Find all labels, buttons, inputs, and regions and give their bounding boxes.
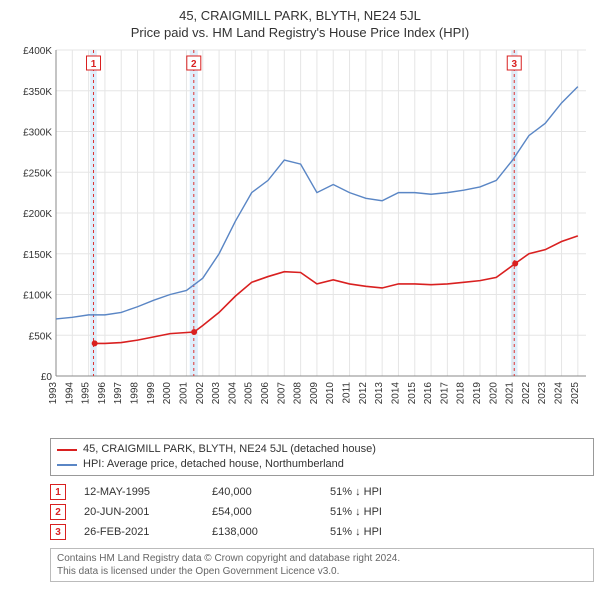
svg-text:2007: 2007 (276, 382, 287, 405)
svg-text:2020: 2020 (488, 382, 499, 405)
legend-swatch (57, 449, 77, 451)
event-delta: 51% ↓ HPI (330, 506, 382, 518)
svg-text:3: 3 (511, 59, 517, 70)
svg-text:2008: 2008 (293, 382, 304, 405)
svg-text:2002: 2002 (195, 382, 206, 405)
event-row: 1 12-MAY-1995 £40,000 51% ↓ HPI (50, 482, 580, 502)
svg-text:2012: 2012 (358, 382, 369, 405)
svg-text:2015: 2015 (407, 382, 418, 405)
legend-row: 45, CRAIGMILL PARK, BLYTH, NE24 5JL (det… (57, 442, 587, 457)
svg-text:1997: 1997 (113, 382, 124, 405)
legend-box: 45, CRAIGMILL PARK, BLYTH, NE24 5JL (det… (50, 438, 594, 476)
svg-text:2001: 2001 (178, 382, 189, 405)
attribution-line: Contains HM Land Registry data © Crown c… (57, 552, 587, 565)
svg-text:£350K: £350K (23, 87, 52, 98)
attribution-line: This data is licensed under the Open Gov… (57, 565, 587, 578)
svg-text:2017: 2017 (439, 382, 450, 405)
event-price: £138,000 (212, 526, 312, 538)
event-date: 26-FEB-2021 (84, 526, 194, 538)
svg-text:2016: 2016 (423, 382, 434, 405)
svg-text:1993: 1993 (48, 382, 59, 405)
legend-label: 45, CRAIGMILL PARK, BLYTH, NE24 5JL (det… (83, 442, 376, 457)
event-marker-icon: 3 (50, 524, 66, 540)
svg-text:£50K: £50K (29, 331, 53, 342)
event-date: 20-JUN-2001 (84, 506, 194, 518)
svg-text:1999: 1999 (146, 382, 157, 405)
svg-text:1998: 1998 (130, 382, 141, 405)
svg-text:2025: 2025 (570, 382, 581, 405)
svg-text:£0: £0 (41, 372, 53, 383)
svg-text:1994: 1994 (64, 382, 75, 405)
event-marker-icon: 2 (50, 504, 66, 520)
svg-text:2014: 2014 (390, 382, 401, 405)
svg-text:2024: 2024 (554, 382, 565, 405)
chart-plot: £0 £50K £100K £150K £200K £250K £300K £350K £400… (10, 46, 590, 434)
svg-text:2021: 2021 (505, 382, 516, 405)
svg-text:2006: 2006 (260, 382, 271, 405)
event-marker-icon: 1 (50, 484, 66, 500)
svg-text:2005: 2005 (244, 382, 255, 405)
svg-text:2019: 2019 (472, 382, 483, 405)
svg-text:2000: 2000 (162, 382, 173, 405)
svg-text:2003: 2003 (211, 382, 222, 405)
svg-text:£200K: £200K (23, 209, 52, 220)
legend-label: HPI: Average price, detached house, Nort… (83, 457, 344, 472)
svg-text:1996: 1996 (97, 382, 108, 405)
svg-text:2010: 2010 (325, 382, 336, 405)
svg-text:2: 2 (191, 59, 197, 70)
svg-text:2013: 2013 (374, 382, 385, 405)
svg-text:2009: 2009 (309, 382, 320, 405)
legend-swatch (57, 464, 77, 466)
event-row: 2 20-JUN-2001 £54,000 51% ↓ HPI (50, 502, 580, 522)
svg-text:1: 1 (91, 59, 97, 70)
legend-row: HPI: Average price, detached house, Nort… (57, 457, 587, 472)
attribution-box: Contains HM Land Registry data © Crown c… (50, 548, 594, 582)
svg-text:1995: 1995 (81, 382, 92, 405)
event-delta: 51% ↓ HPI (330, 526, 382, 538)
svg-text:2011: 2011 (342, 382, 353, 404)
svg-text:£300K: £300K (23, 128, 52, 139)
svg-text:2018: 2018 (456, 382, 467, 405)
svg-text:2023: 2023 (537, 382, 548, 405)
event-price: £54,000 (212, 506, 312, 518)
event-row: 3 26-FEB-2021 £138,000 51% ↓ HPI (50, 522, 580, 542)
events-table: 1 12-MAY-1995 £40,000 51% ↓ HPI 2 20-JUN… (50, 482, 580, 542)
svg-text:£150K: £150K (23, 250, 52, 261)
event-date: 12-MAY-1995 (84, 486, 194, 498)
svg-text:£250K: £250K (23, 168, 52, 179)
svg-text:2022: 2022 (521, 382, 532, 405)
svg-text:£400K: £400K (23, 46, 52, 57)
event-delta: 51% ↓ HPI (330, 486, 382, 498)
svg-text:£100K: £100K (23, 291, 52, 302)
svg-text:2004: 2004 (227, 382, 238, 405)
chart-title: 45, CRAIGMILL PARK, BLYTH, NE24 5JL (10, 8, 590, 23)
chart-subtitle: Price paid vs. HM Land Registry's House … (10, 25, 590, 40)
event-price: £40,000 (212, 486, 312, 498)
